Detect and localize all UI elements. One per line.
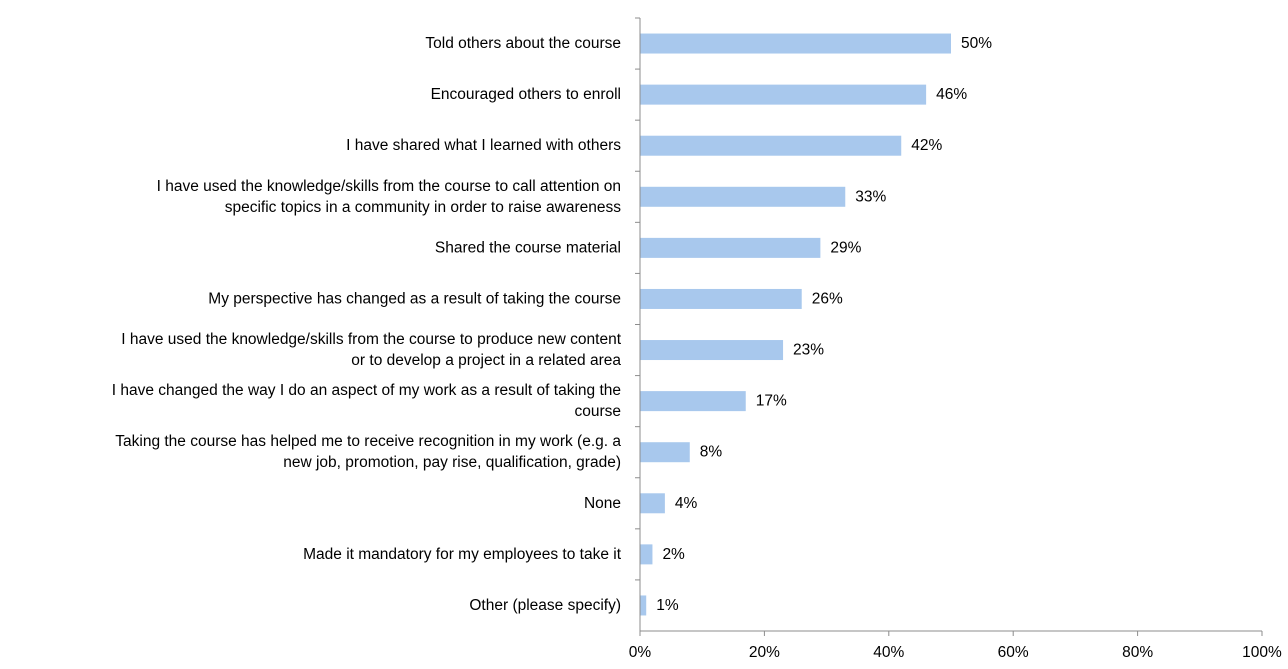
category-label: I have used the knowledge/skills from th… <box>121 331 621 348</box>
x-axis-tick-label: 100% <box>1242 644 1282 661</box>
bar <box>640 340 784 361</box>
bars <box>640 33 951 616</box>
category-label: I have shared what I learned with others <box>346 137 621 154</box>
bar-value-label: 2% <box>662 546 685 563</box>
category-label: Taking the course has helped me to recei… <box>115 433 621 450</box>
bar <box>640 442 690 463</box>
category-label: new job, promotion, pay rise, qualificat… <box>283 454 621 471</box>
category-label: I have used the knowledge/skills from th… <box>157 178 621 195</box>
value-labels: 50% 46% 42% 33% 29% 26% 23% 17% 8% 4% 2% 1% <box>656 35 992 614</box>
bar-value-label: 46% <box>936 86 967 103</box>
category-label: None <box>584 495 621 512</box>
bar-value-label: 50% <box>961 35 992 52</box>
category-label: or to develop a project in a related are… <box>351 352 621 369</box>
category-label: Made it mandatory for my employees to ta… <box>303 546 622 563</box>
category-label: I have changed the way I do an aspect of… <box>112 382 621 399</box>
bar <box>640 391 746 412</box>
bar <box>640 493 665 514</box>
bar-value-label: 26% <box>812 290 843 307</box>
bar <box>640 237 821 258</box>
bar <box>640 33 951 54</box>
x-axis-tick-label: 80% <box>1122 644 1153 661</box>
bar-value-label: 29% <box>830 239 861 256</box>
category-label: Told others about the course <box>425 35 621 52</box>
x-axis-tick-labels: 0% 20% 40% 60% 80% 100% <box>629 644 1282 661</box>
x-axis-tick-label: 0% <box>629 644 652 661</box>
bar <box>640 135 902 156</box>
bar <box>640 544 653 565</box>
bar-value-label: 42% <box>911 137 942 154</box>
x-axis-tick-label: 40% <box>873 644 904 661</box>
category-label: course <box>574 403 621 420</box>
axes <box>639 18 1262 632</box>
category-labels: Told others about the course Encouraged o… <box>112 35 622 614</box>
x-axis-ticks <box>635 17 1263 636</box>
category-label: Encouraged others to enroll <box>431 86 621 103</box>
bar-value-label: 33% <box>855 188 886 205</box>
bar-value-label: 1% <box>656 597 679 614</box>
category-label: My perspective has changed as a result o… <box>208 290 621 307</box>
bar-value-label: 4% <box>675 495 698 512</box>
x-axis-tick-label: 20% <box>749 644 780 661</box>
bar <box>640 186 846 207</box>
category-label: specific topics in a community in order … <box>225 199 622 216</box>
category-label: Other (please specify) <box>469 597 621 614</box>
x-axis-tick-label: 60% <box>998 644 1029 661</box>
bar-value-label: 23% <box>793 342 824 359</box>
category-label: Shared the course material <box>435 239 621 256</box>
bar-value-label: 17% <box>756 393 787 410</box>
bar <box>640 84 927 105</box>
bar <box>640 288 802 309</box>
bar-value-label: 8% <box>700 444 723 461</box>
bar <box>640 595 647 616</box>
